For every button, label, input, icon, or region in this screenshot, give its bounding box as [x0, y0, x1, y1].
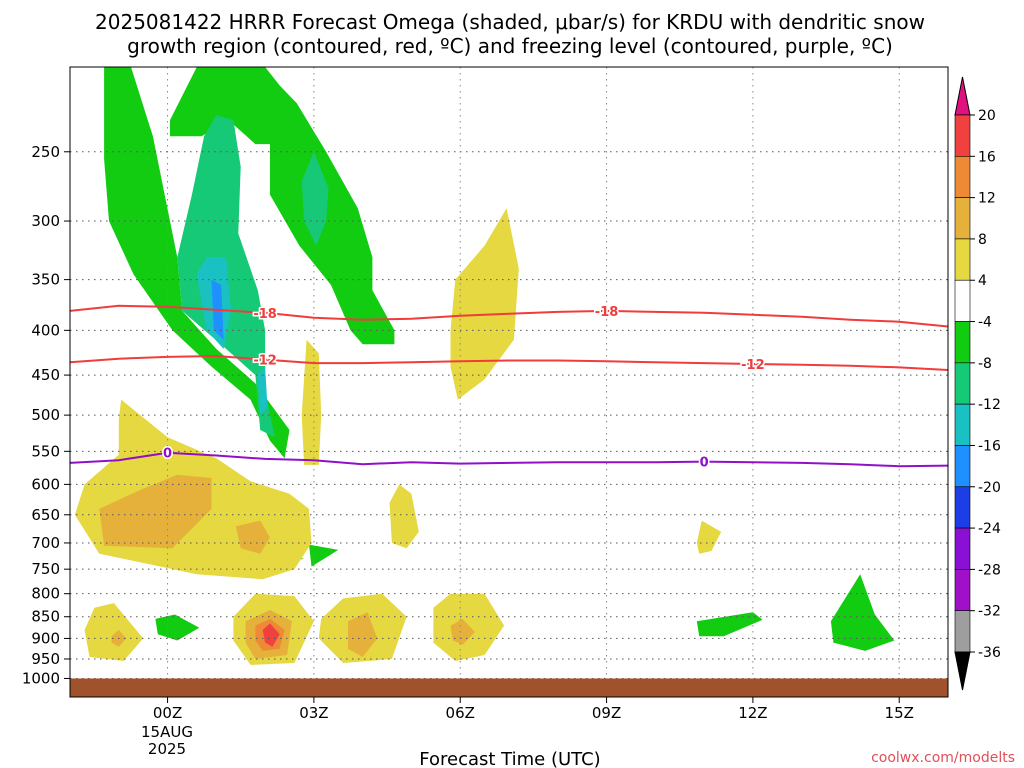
colorbar-swatch: [954, 321, 971, 364]
colorbar-swatch: [954, 403, 971, 446]
y-tick-label: 750: [31, 560, 60, 578]
x-tick-label: 12Z: [738, 704, 767, 722]
omega-region-8-25: [450, 618, 475, 645]
colorbar-label: -4: [978, 315, 992, 331]
omega-region-4-15: [389, 484, 419, 549]
colorbar-label: 16: [978, 149, 996, 165]
colorbar-swatch: [954, 279, 971, 322]
omega-region-8-21: [99, 474, 212, 549]
grid-layer: [70, 67, 948, 697]
y-tick-label: 950: [31, 650, 60, 668]
colorbar-label: -32: [978, 604, 1001, 620]
y-tick-label: 250: [31, 143, 60, 161]
colorbar-label: 12: [978, 191, 996, 207]
omega-region-neg4-5: [696, 612, 763, 637]
y-axis: 250 300 350 400 450 500 550 600 650 700 750 800 850 9…: [22, 143, 70, 687]
y-tick-label: 1000: [22, 669, 60, 687]
ground-surface: [70, 678, 948, 697]
colorbar-label: -24: [978, 521, 1001, 537]
y-tick-label: 450: [31, 366, 60, 384]
colorbar: 20 16 12 8 4 -4 -8 -12 -16 -20 -24 -28 -32 -36: [954, 76, 1001, 691]
colorbar-label: -28: [978, 562, 1001, 578]
chart-title-line2: growth region (contoured, red, ºC) and f…: [127, 34, 893, 58]
plot-area: -18 -18 -12 -12 0 0: [69, 66, 949, 698]
x-tick-label: 09Z: [592, 704, 621, 722]
contour-label-dgz_bottom: -12: [741, 358, 765, 373]
x-tick-label: 15Z: [885, 704, 914, 722]
omega-region-4-17: [84, 603, 144, 661]
colorbar-label: -36: [978, 645, 1001, 661]
x-axis: 00Z 03Z 06Z 09Z 12Z 15Z: [153, 697, 914, 722]
colorbar-label: 8: [978, 232, 987, 248]
colorbar-swatch: [954, 197, 971, 240]
contour-dgz_top: [70, 304, 948, 328]
x-tick-label: 00Z: [153, 704, 182, 722]
colorbar-label: -20: [978, 480, 1001, 496]
colorbar-label: -8: [978, 356, 992, 372]
date-label-year: 2025: [148, 740, 186, 758]
chart-title-line1: 2025081422 HRRR Forecast Omega (shaded, …: [95, 10, 925, 34]
colorbar-swatch: [954, 569, 971, 611]
colorbar-swatch: [954, 610, 971, 653]
omega-region-4-16: [696, 520, 722, 554]
omega-region-4-13: [301, 339, 322, 465]
x-tick-label: 06Z: [446, 704, 475, 722]
contour-label-freezing_level: 0: [700, 456, 709, 471]
date-label-day: 15AUG: [141, 723, 193, 741]
y-tick-label: 850: [31, 608, 60, 626]
omega-region-neg12-10: [257, 366, 268, 416]
omega-region-8-24: [348, 612, 378, 657]
omega-region-neg8-8: [301, 151, 329, 246]
colorbar-bottom-arrow: [954, 651, 971, 691]
omega-region-neg4-0: [104, 67, 290, 459]
y-tick-label: 350: [31, 271, 60, 289]
contour-label-dgz_top: -18: [253, 307, 277, 322]
site-credit[interactable]: coolwx.com/modelts: [871, 750, 1015, 766]
y-tick-label: 800: [31, 585, 60, 603]
plot-frame: [69, 66, 949, 698]
colorbar-swatch: [954, 238, 971, 281]
y-tick-label: 600: [31, 475, 60, 493]
omega-region-16-28: [262, 623, 280, 647]
omega-region-neg4-3: [309, 544, 339, 567]
y-tick-label: 550: [31, 442, 60, 460]
omega-region-8-22: [235, 520, 270, 554]
contour-layer: -18 -18 -12 -12 0 0: [70, 303, 948, 472]
colorbar-top-arrow: [954, 76, 971, 116]
y-tick-label: 400: [31, 321, 60, 339]
omega-shading-layer: [74, 67, 895, 665]
colorbar-swatch: [954, 486, 971, 529]
omega-region-neg4-1: [170, 67, 395, 345]
y-tick-label: 700: [31, 534, 60, 552]
y-tick-label: 900: [31, 629, 60, 647]
colorbar-label: 20: [978, 108, 996, 124]
colorbar-swatch: [954, 114, 971, 157]
y-tick-label: 300: [31, 212, 60, 230]
x-tick-label: 03Z: [299, 704, 328, 722]
colorbar-label: -12: [978, 397, 1001, 413]
contour-label-dgz_top: -18: [595, 305, 619, 320]
omega-region-neg4-6: [830, 574, 895, 651]
y-tick-label: 650: [31, 506, 60, 524]
x-axis-label: Forecast Time (UTC): [419, 749, 600, 768]
colorbar-swatch: [954, 156, 971, 198]
contour-label-freezing_level: 0: [163, 447, 172, 462]
y-tick-label: 500: [31, 406, 60, 424]
colorbar-swatch: [954, 362, 971, 405]
colorbar-label: 4: [978, 273, 987, 289]
omega-region-neg4-4: [155, 614, 200, 641]
contour-label-dgz_bottom: -12: [253, 354, 277, 369]
colorbar-label: -16: [978, 438, 1001, 454]
colorbar-swatch: [954, 527, 971, 570]
colorbar-swatch: [954, 445, 971, 488]
contour-dgz_bottom: [70, 354, 948, 371]
contour-freezing_level: [70, 451, 948, 468]
omega-region-4-14: [450, 208, 519, 400]
